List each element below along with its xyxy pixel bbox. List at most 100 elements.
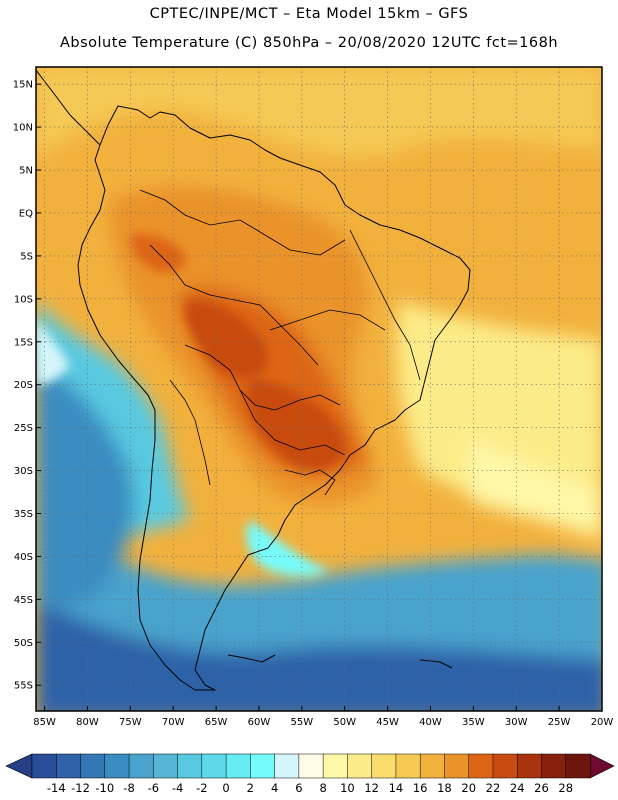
colorbar-label: 20 <box>461 781 476 795</box>
colorbar-label: 2 <box>247 781 254 795</box>
lat-tick-label: 40S <box>14 552 33 563</box>
colorbar-swatch <box>468 753 494 779</box>
lat-tick-label: 30S <box>14 466 33 477</box>
central-america-outline <box>36 69 101 146</box>
colorbar-swatch <box>153 753 179 779</box>
colorbar-swatch <box>31 753 57 779</box>
colorbar-label: 14 <box>389 781 404 795</box>
colorbar-label: 12 <box>364 781 379 795</box>
colorbar-swatch <box>298 753 324 779</box>
field-south-atlantic-pale <box>470 440 602 530</box>
latitude-axis-labels: 15N 10N 5N EQ 5S 10S 15S 20S 25S 30S 35S 40S 45S 50S 5… <box>13 80 33 692</box>
colorbar-label: -10 <box>95 781 114 795</box>
colorbar-label: 0 <box>222 781 229 795</box>
lon-tick-label: 40W <box>419 717 442 728</box>
colorbar-swatch <box>371 753 397 779</box>
colorbar-swatch <box>516 753 543 779</box>
lat-tick-label: 45S <box>14 595 33 606</box>
colorbar-swatch <box>419 753 445 779</box>
lon-tick-label: 65W <box>205 717 228 728</box>
lat-tick-label: 25S <box>14 423 33 434</box>
border-peru-bolivia-brazil <box>149 244 319 366</box>
map-title-line1: CPTEC/INPE/MCT – Eta Model 15km – GFS <box>149 6 469 22</box>
field-cyan-plume <box>246 520 330 577</box>
colorbar-label: 8 <box>319 781 326 795</box>
border-uruguay <box>284 469 336 496</box>
lat-tick-label: 50S <box>14 638 33 649</box>
colorbar-label: 10 <box>340 781 355 795</box>
lon-tick-label: 25W <box>548 717 571 728</box>
border-chile-argentina <box>169 379 211 486</box>
colorbar-swatch <box>56 753 82 779</box>
country-borders <box>139 189 421 496</box>
temperature-field <box>36 67 602 711</box>
field-hot-core-north <box>184 300 269 379</box>
colorbar-label: 22 <box>486 781 501 795</box>
south-georgia-outline <box>419 659 453 669</box>
lon-tick-label: 45W <box>376 717 399 728</box>
lat-tick-label: 15S <box>14 337 33 348</box>
colorbar-swatch <box>128 753 154 779</box>
colorbar-swatch <box>347 753 373 779</box>
lon-tick-label: 30W <box>505 717 528 728</box>
lat-tick-label: 55S <box>14 681 33 692</box>
lat-tick-label: 35S <box>14 509 33 520</box>
lon-tick-label: 50W <box>333 717 356 728</box>
colorbar-label: -14 <box>47 781 66 795</box>
colorbar-label: 24 <box>510 781 525 795</box>
falklands-outline <box>227 654 276 663</box>
colorbar-swatch <box>395 753 421 779</box>
border-paraguay-argentina <box>239 389 346 456</box>
lon-tick-label: 75W <box>119 717 142 728</box>
map-frame <box>35 66 603 712</box>
colorbar-label: -4 <box>172 781 183 795</box>
lon-tick-label: 20W <box>591 717 614 728</box>
colorbar-label: 28 <box>558 781 573 795</box>
colorbar-label: -12 <box>71 781 90 795</box>
colorbar-label: -8 <box>123 781 134 795</box>
longitude-axis-labels: 85W 80W 75W 70W 65W 60W 55W 50W 45W 40W 35W 30W 25W 2… <box>33 717 613 728</box>
lon-tick-label: 55W <box>291 717 314 728</box>
colorbar-label: 6 <box>295 781 302 795</box>
lat-tick-label: 15N <box>13 80 33 91</box>
colorbar: -14 -12 -10 -8 -6 -4 -2 0 2 4 6 8 10 12 14 16 18 20 22 24 26… <box>5 753 615 795</box>
lon-tick-label: 85W <box>33 717 56 728</box>
border-brazil-states-east <box>349 229 421 381</box>
colorbar-label: -6 <box>148 781 159 795</box>
lat-tick-label: 10N <box>13 123 33 134</box>
coastline <box>36 69 471 691</box>
lon-tick-label: 80W <box>76 717 99 728</box>
colorbar-label: 18 <box>437 781 452 795</box>
lat-tick-label: EQ <box>19 208 33 219</box>
colorbar-swatch <box>225 753 251 779</box>
lat-tick-label: 5S <box>20 251 33 262</box>
lon-tick-label: 60W <box>248 717 271 728</box>
lat-tick-label: 5N <box>19 166 33 177</box>
colorbar-label: 4 <box>271 781 278 795</box>
colorbar-swatch <box>541 753 567 779</box>
map-title-line2: Absolute Temperature (C) 850hPa – 20/08/… <box>59 35 559 51</box>
colorbar-swatch <box>274 753 300 779</box>
colorbar-swatch <box>565 753 591 779</box>
colorbar-swatch <box>104 753 130 779</box>
colorbar-label: -2 <box>196 781 207 795</box>
colorbar-swatch <box>322 753 348 779</box>
colorbar-swatch <box>80 753 106 779</box>
lon-tick-label: 70W <box>162 717 185 728</box>
colorbar-swatch <box>201 753 227 779</box>
lat-tick-label: 20S <box>14 380 33 391</box>
colorbar-label: 26 <box>534 781 549 795</box>
colorbar-swatch <box>444 753 470 779</box>
field-hot-core-south <box>246 380 345 471</box>
colorbar-low-arrow <box>5 753 33 779</box>
border-brazil-states-center <box>269 309 386 331</box>
colorbar-label: 16 <box>413 781 428 795</box>
border-venezuela-brazil <box>139 189 346 256</box>
field-north-atlantic <box>36 67 602 160</box>
lat-tick-label: 10S <box>14 294 33 305</box>
colorbar-high-arrow <box>589 753 615 779</box>
colorbar-swatch <box>492 753 518 779</box>
field-very-cold-south <box>36 600 602 711</box>
field-cold-chile-coast <box>36 360 134 610</box>
